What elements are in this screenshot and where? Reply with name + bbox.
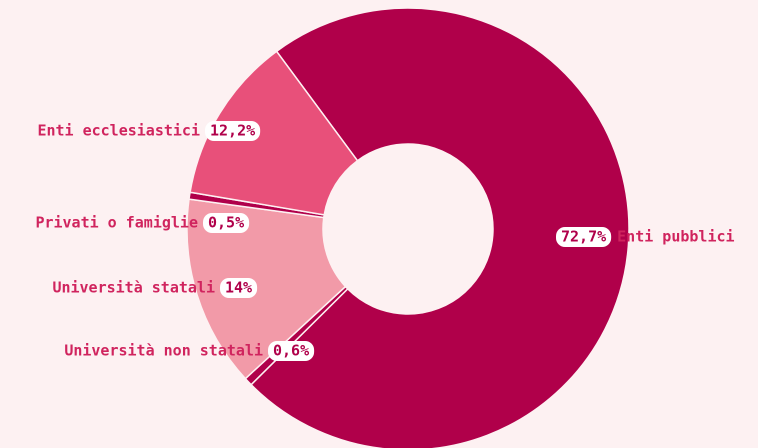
value-label: 0,5% <box>208 214 244 232</box>
value-pill <box>220 278 258 298</box>
value-label: 0,6% <box>273 342 309 360</box>
slice-label: Università statali 14% <box>52 278 258 298</box>
slice-label: 72,7% Enti pubblici <box>556 227 735 247</box>
value-pill <box>556 227 612 247</box>
category-label: Privati o famiglie <box>35 214 198 232</box>
slice-label: Università non statali 0,6% <box>64 341 315 361</box>
value-pill <box>268 341 315 361</box>
slice-label: Enti ecclesiastici 12,2% <box>37 121 261 141</box>
value-label: 12,2% <box>210 122 255 140</box>
category-label: Enti ecclesiastici <box>37 122 200 140</box>
value-pill <box>203 213 250 233</box>
category-label: Enti pubblici <box>617 228 734 246</box>
value-pill <box>205 121 261 141</box>
value-label: 72,7% <box>561 228 606 246</box>
slice-label: Privati o famiglie 0,5% <box>35 213 250 233</box>
slice <box>250 7 630 448</box>
slice <box>189 50 359 216</box>
value-label: 14% <box>225 279 252 297</box>
slice <box>186 198 347 380</box>
category-label: Università non statali <box>64 342 263 360</box>
category-label: Università statali <box>52 279 215 297</box>
